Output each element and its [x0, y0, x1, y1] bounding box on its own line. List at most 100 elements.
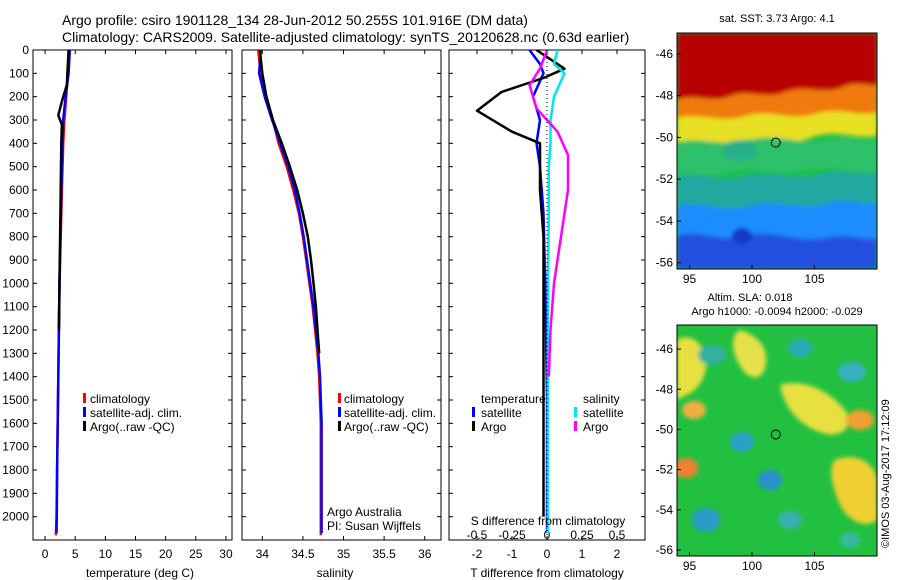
legend-label: climatology	[90, 392, 150, 406]
map-y-tick-label: -50	[656, 130, 674, 144]
x-tick-label: 25	[189, 547, 203, 561]
depth-tick-label: 0	[22, 43, 29, 57]
map-x-tick-label: 95	[683, 559, 697, 573]
x-tick-label: 0	[544, 547, 551, 561]
depth-tick-label: 200	[9, 90, 29, 104]
legend-header-salinity: salinity	[583, 392, 620, 406]
temperature-plot-frame	[32, 49, 233, 541]
map-y-tick-label: -54	[656, 214, 674, 228]
series-line-argo-raw-qc-	[57, 50, 70, 331]
sst-yellow-band	[677, 111, 877, 146]
legend-swatch-argo	[83, 421, 86, 431]
sst-map-title: sat. SST: 3.73 Argo: 4.1	[719, 13, 835, 25]
x-tick-label: -2	[472, 547, 483, 561]
depth-tick-label: 100	[9, 66, 29, 80]
depth-tick-label: 400	[9, 136, 29, 150]
depth-tick-label: 800	[9, 230, 29, 244]
salinity-annotation-line-2: PI: Susan Wijffels	[327, 519, 421, 533]
legend-label: Argo(..raw -QC)	[344, 420, 429, 434]
x-tick-label: 30	[219, 547, 233, 561]
depth-tick-label: 1500	[2, 393, 29, 407]
salinity-xlabel: salinity	[317, 566, 354, 580]
series-line-argo-raw-qc-	[258, 50, 321, 354]
sla-cyan-patch	[692, 508, 720, 532]
depth-tick-label: 300	[9, 113, 29, 127]
sst-green-patch	[722, 140, 758, 160]
legend-label: climatology	[344, 392, 404, 406]
map-y-tick-label: -48	[656, 382, 674, 396]
salinity-legend: climatology satellite-adj. clim. Argo(..…	[338, 392, 436, 434]
x-tick-label: 2	[614, 547, 621, 561]
map-y-tick-label: -56	[656, 543, 674, 557]
salinity-series	[256, 50, 323, 536]
legend-label: satellite	[481, 406, 522, 420]
sla-cyan-patch	[788, 339, 812, 357]
sst-green-band	[677, 137, 877, 176]
series-line-satellite-adj-clim-	[257, 50, 323, 533]
legend-swatch-satellite	[338, 407, 341, 417]
temperature-legend: climatology satellite-adj. clim. Argo(..…	[83, 392, 182, 434]
map-x-tick-label: 100	[742, 559, 762, 573]
legend-label: Argo	[583, 420, 609, 434]
depth-tick-label: 1300	[2, 346, 29, 360]
legend-swatch-s-satellite	[574, 407, 577, 417]
salinity-annotation-line-1: Argo Australia	[327, 505, 402, 519]
depth-tick-label: 1100	[3, 300, 29, 314]
sla-cyan-patch	[838, 362, 866, 382]
map-y-tick-label: -46	[656, 47, 674, 61]
x-tick-label: 34	[256, 547, 270, 561]
depth-tick-label: 1700	[2, 440, 29, 454]
depth-tick-label: 1000	[2, 276, 29, 290]
depth-tick-label: 1900	[2, 486, 29, 500]
depth-tick-label: 500	[9, 160, 29, 174]
sst-darkblue-band	[677, 233, 877, 269]
depth-tick-label: 1400	[2, 370, 29, 384]
series-line-salinity-satellite	[546, 50, 566, 533]
sla-map-field	[677, 325, 877, 556]
x-tick-label: 0	[42, 547, 49, 561]
map-y-tick-label: -54	[656, 503, 674, 517]
map-y-tick-label: -52	[656, 463, 674, 477]
sst-map-frame	[676, 32, 878, 270]
depth-tick-label: 900	[9, 253, 29, 267]
sla-cyan-patch	[778, 511, 802, 529]
sla-yellow-patch	[733, 330, 767, 378]
x-tick-label: 34.5	[291, 547, 315, 561]
series-line-temperature-argo	[475, 50, 566, 517]
map-x-tick-label: 95	[683, 272, 697, 286]
difference-x-axis: -2 -1 0 1 2	[472, 50, 621, 561]
sla-orange-patch	[846, 410, 874, 430]
temperature-x-axis: 0 5 10 15 20 25 30	[42, 50, 233, 561]
sla-yellow-patch	[780, 383, 849, 435]
sst-warm-band	[677, 33, 877, 106]
temperature-xlabel: temperature (deg C)	[86, 566, 194, 580]
x-tick-label: 5	[72, 547, 79, 561]
argo-location-marker	[770, 429, 781, 440]
sla-map-title-2: Argo h1000: -0.0094 h2000: -0.029	[691, 306, 862, 318]
legend-swatch-argo	[338, 421, 341, 431]
depth-tick-label: 1600	[2, 416, 29, 430]
legend-swatch-climatology	[83, 393, 86, 403]
sla-cyan-patch	[698, 345, 726, 365]
map-y-tick-label: -50	[656, 422, 674, 436]
legend-swatch-s-argo	[574, 421, 577, 431]
argo-location-marker	[770, 137, 781, 148]
map-x-tick-label: 100	[742, 272, 762, 286]
sla-cyan-patch	[840, 532, 860, 548]
legend-swatch-t-argo	[472, 421, 475, 431]
legend-header-temperature: temperature	[481, 392, 546, 406]
x-tick-label: 35.5	[372, 547, 396, 561]
x-tick-label: 10	[99, 547, 113, 561]
temperature-series	[54, 50, 72, 536]
x-tick-label: -0.25	[498, 528, 526, 542]
legend-label: satellite-adj. clim.	[344, 406, 436, 420]
x-tick-label: 36	[418, 547, 432, 561]
salinity-plot-frame	[241, 49, 442, 541]
difference-legend: temperature salinity satellite Argo sate…	[472, 392, 624, 434]
sla-map-title-1: Altim. SLA: 0.018	[708, 292, 793, 304]
legend-swatch-climatology	[338, 393, 341, 403]
sla-orange-patch	[677, 458, 698, 478]
difference-xlabel: T difference from climatology	[470, 566, 624, 580]
x-tick-label: -0.5	[467, 528, 488, 542]
series-line-temperature-satellite	[528, 50, 549, 533]
